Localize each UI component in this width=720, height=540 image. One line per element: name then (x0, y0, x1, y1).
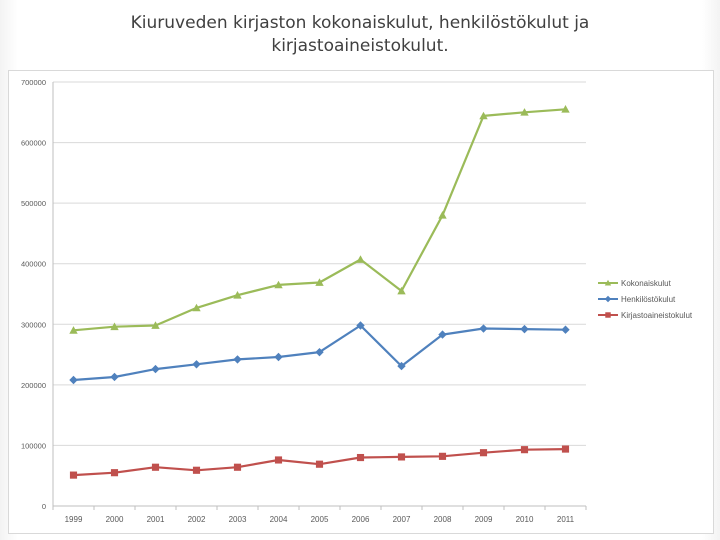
x-tick-label: 2007 (393, 515, 411, 524)
data-point (110, 469, 119, 477)
data-point (315, 460, 324, 468)
data-point (479, 449, 488, 457)
data-point (356, 255, 365, 263)
data-point (110, 372, 119, 382)
y-tick-label: 100000 (21, 441, 46, 450)
data-point (151, 364, 160, 374)
y-tick-label: 600000 (21, 139, 46, 148)
data-point (233, 463, 242, 471)
data-point (192, 303, 201, 312)
y-tick-label: 700000 (21, 78, 46, 87)
data-point (561, 445, 570, 453)
y-tick-label: 400000 (21, 260, 46, 269)
data-point (438, 452, 447, 460)
data-point (274, 352, 283, 362)
data-point (520, 324, 529, 334)
data-point (151, 321, 160, 329)
data-point (233, 355, 242, 364)
x-tick-label: 2009 (475, 515, 493, 524)
slide-title: Kiuruveden kirjaston kokonaiskulut, henk… (130, 13, 590, 56)
x-tick-label: 2008 (434, 515, 452, 524)
x-tick-label: 2006 (352, 515, 370, 524)
legend-marker (605, 312, 611, 318)
x-tick-label: 2003 (229, 515, 247, 524)
data-point (397, 286, 406, 295)
data-point (315, 278, 324, 286)
x-tick-label: 2005 (311, 515, 329, 524)
data-point (192, 466, 201, 474)
x-tick-label: 2001 (147, 515, 165, 524)
y-tick-label: 300000 (21, 320, 46, 329)
x-tick-label: 2002 (188, 515, 206, 524)
x-tick-label: 1999 (65, 515, 83, 524)
data-point (233, 291, 242, 299)
data-point (479, 111, 488, 120)
x-tick-label: 2010 (516, 515, 534, 524)
data-point (520, 108, 529, 116)
data-point (561, 105, 570, 113)
data-point (69, 326, 78, 334)
data-point (110, 322, 119, 331)
x-tick-label: 2000 (106, 515, 124, 524)
data-point (561, 325, 570, 334)
data-point (151, 463, 160, 471)
data-point (192, 360, 201, 369)
legend-label: Henkilöstökulut (621, 295, 676, 304)
data-point (274, 280, 283, 289)
x-tick-label: 2004 (270, 515, 288, 524)
data-point (520, 446, 529, 454)
data-point (438, 211, 447, 219)
data-point (274, 456, 283, 464)
y-tick-label: 0 (42, 502, 46, 511)
legend-marker (604, 295, 612, 303)
legend-label: Kokonaiskulut (621, 279, 672, 288)
data-point (356, 453, 365, 462)
data-point (438, 330, 447, 339)
data-point (397, 361, 406, 371)
x-tick-label: 2011 (557, 515, 575, 524)
data-point (397, 453, 406, 461)
data-point (356, 321, 365, 330)
data-point (69, 375, 78, 385)
y-tick-label: 200000 (21, 381, 46, 390)
y-tick-label: 500000 (21, 199, 46, 208)
legend-label: Kirjastoaineistokulut (621, 311, 693, 320)
legend-marker (604, 279, 612, 286)
data-point (479, 324, 488, 333)
data-point (69, 471, 78, 479)
data-point (315, 347, 324, 357)
